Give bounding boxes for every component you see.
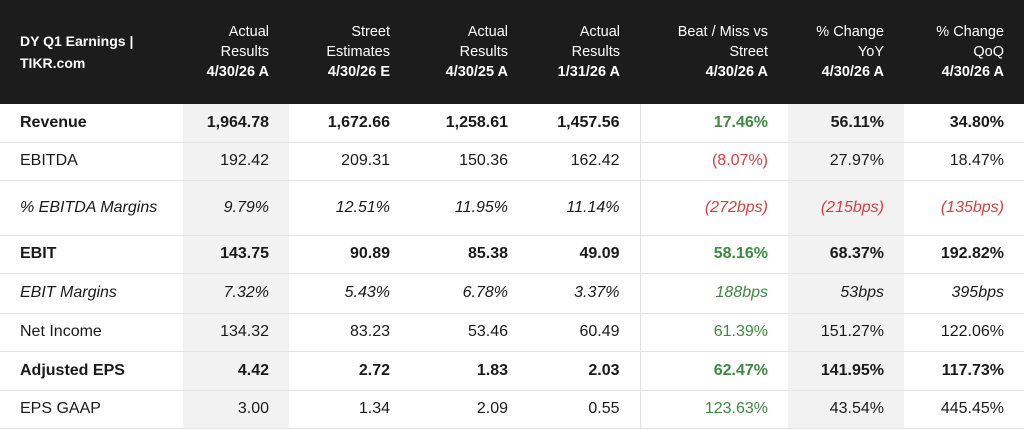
column-date: 4/30/26 E (327, 64, 390, 80)
table-cell: 34.80% (904, 104, 1024, 143)
table-cell: 53bps (788, 273, 904, 314)
table-cell: 0.55 (528, 390, 640, 429)
table-cell: 3.37% (528, 273, 640, 314)
column-header[interactable]: Actual Results 4/30/25 A (410, 0, 528, 104)
table-cell: 60.49 (528, 313, 640, 352)
column-label: % Change YoY (816, 24, 884, 60)
table-cell: 192.42 (183, 142, 289, 181)
table-cell: 58.16% (639, 235, 788, 274)
table-cell: 209.31 (289, 142, 410, 181)
table-cell: 445.45% (904, 390, 1024, 429)
table-cell: 3.00 (183, 390, 289, 429)
table-cell: 1,258.61 (410, 104, 528, 143)
table-cell: 83.23 (289, 313, 410, 352)
header-row: DY Q1 Earnings | TIKR.com Actual Results… (0, 0, 1024, 104)
table-cell: 11.14% (528, 180, 640, 236)
table-cell: 17.46% (639, 104, 788, 143)
column-label: Actual Results (459, 24, 508, 60)
column-date: 4/30/26 A (941, 64, 1004, 80)
column-date: 4/30/26 A (206, 64, 269, 80)
column-date: 1/31/26 A (557, 64, 620, 80)
column-header[interactable]: Street Estimates 4/30/26 E (289, 0, 410, 104)
table-cell: 27.97% (788, 142, 904, 181)
table-cell: (135bps) (904, 180, 1024, 236)
table-cell: 85.38 (410, 235, 528, 274)
column-date: 4/30/26 A (821, 64, 884, 80)
row-label: EBITDA (0, 142, 183, 181)
table-header: DY Q1 Earnings | TIKR.com Actual Results… (0, 0, 1024, 104)
table-row-ebitda-margins[interactable]: % EBITDA Margins 9.79% 12.51% 11.95% 11.… (0, 180, 1024, 236)
table-cell: 2.09 (410, 390, 528, 429)
table-cell: 11.95% (410, 180, 528, 236)
table-row-ebit-margins[interactable]: EBIT Margins 7.32% 5.43% 6.78% 3.37% 188… (0, 273, 1024, 314)
table-row-eps-gaap[interactable]: EPS GAAP 3.00 1.34 2.09 0.55 123.63% 43.… (0, 390, 1024, 429)
column-label: Actual Results (571, 24, 620, 60)
table-cell: 43.54% (788, 390, 904, 429)
table-cell: 1.83 (410, 351, 528, 391)
column-header[interactable]: % Change YoY 4/30/26 A (788, 0, 904, 104)
row-label: EPS GAAP (0, 390, 183, 429)
table-cell: 143.75 (183, 235, 289, 274)
table-cell: 4.42 (183, 351, 289, 391)
table-cell: 123.63% (639, 390, 788, 429)
column-label: % Change QoQ (936, 24, 1004, 60)
column-header[interactable]: Actual Results 4/30/26 A (183, 0, 289, 104)
table-cell: 6.78% (410, 273, 528, 314)
table-cell: 2.03 (528, 351, 640, 391)
table-cell: 12.51% (289, 180, 410, 236)
table-cell: 18.47% (904, 142, 1024, 181)
table-cell: (8.07%) (639, 142, 788, 181)
table-row-adjusted-eps[interactable]: Adjusted EPS 4.42 2.72 1.83 2.03 62.47% … (0, 351, 1024, 391)
table-body: Revenue 1,964.78 1,672.66 1,258.61 1,457… (0, 104, 1024, 429)
row-label: % EBITDA Margins (0, 180, 183, 236)
table-cell: 134.32 (183, 313, 289, 352)
table-cell: 7.32% (183, 273, 289, 314)
table-row-ebitda[interactable]: EBITDA 192.42 209.31 150.36 162.42 (8.07… (0, 142, 1024, 181)
column-header[interactable]: % Change QoQ 4/30/26 A (904, 0, 1024, 104)
table-cell: 2.72 (289, 351, 410, 391)
table-cell: 5.43% (289, 273, 410, 314)
table-cell: 1,672.66 (289, 104, 410, 143)
table-cell: 1.34 (289, 390, 410, 429)
table-cell: 151.27% (788, 313, 904, 352)
column-label: Actual Results (220, 24, 269, 60)
row-label: Adjusted EPS (0, 351, 183, 391)
table-cell: 122.06% (904, 313, 1024, 352)
table-cell: 56.11% (788, 104, 904, 143)
row-label: EBIT (0, 235, 183, 274)
table-cell: 117.73% (904, 351, 1024, 391)
table-cell: 61.39% (639, 313, 788, 352)
table-cell: (215bps) (788, 180, 904, 236)
row-label: EBIT Margins (0, 273, 183, 314)
table-cell: (272bps) (639, 180, 788, 236)
table-title: DY Q1 Earnings | TIKR.com (20, 33, 134, 71)
table-cell: 68.37% (788, 235, 904, 274)
table-cell: 1,964.78 (183, 104, 289, 143)
table-cell: 395bps (904, 273, 1024, 314)
row-label: Net Income (0, 313, 183, 352)
table-cell: 53.46 (410, 313, 528, 352)
column-label: Street Estimates (326, 24, 390, 60)
table-cell: 150.36 (410, 142, 528, 181)
table-cell: 62.47% (639, 351, 788, 391)
column-date: 4/30/25 A (445, 64, 508, 80)
table-row-revenue[interactable]: Revenue 1,964.78 1,672.66 1,258.61 1,457… (0, 104, 1024, 143)
table-cell: 162.42 (528, 142, 640, 181)
table-cell: 90.89 (289, 235, 410, 274)
table-cell: 1,457.56 (528, 104, 640, 143)
table-cell: 192.82% (904, 235, 1024, 274)
column-header[interactable]: Actual Results 1/31/26 A (528, 0, 640, 104)
table-cell: 9.79% (183, 180, 289, 236)
row-label: Revenue (0, 104, 183, 143)
table-row-ebit[interactable]: EBIT 143.75 90.89 85.38 49.09 58.16% 68.… (0, 235, 1024, 274)
column-header[interactable]: Beat / Miss vs Street 4/30/26 A (640, 0, 788, 104)
column-date: 4/30/26 A (705, 64, 768, 80)
table-cell: 49.09 (528, 235, 640, 274)
table-cell: 188bps (639, 273, 788, 314)
column-label: Beat / Miss vs Street (677, 24, 768, 60)
table-row-net-income[interactable]: Net Income 134.32 83.23 53.46 60.49 61.3… (0, 313, 1024, 352)
table-cell: 141.95% (788, 351, 904, 391)
